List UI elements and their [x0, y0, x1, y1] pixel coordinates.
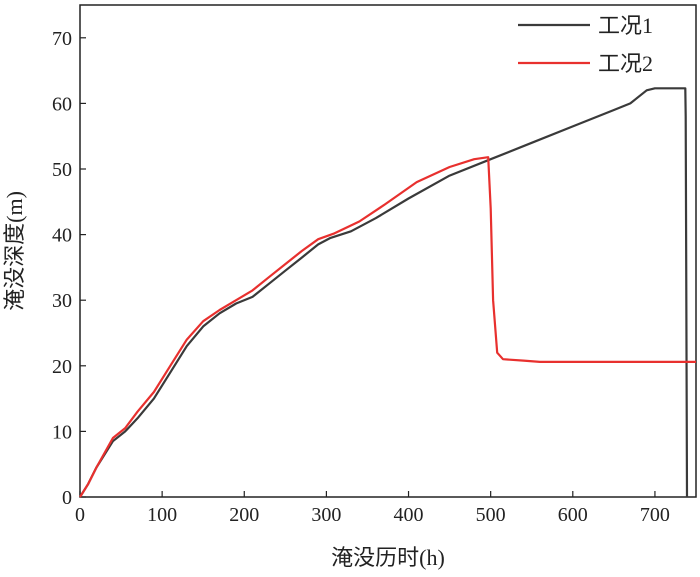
y-tick-label: 50	[52, 159, 72, 181]
x-tick-label: 700	[640, 504, 670, 526]
legend-label-1: 工况1	[598, 13, 653, 38]
axis-ticks: 0 100 200 300 400 500 600 700 0 10 20 30 40 50 60 70	[52, 28, 670, 526]
y-tick-label: 10	[52, 421, 72, 443]
legend: 工况1 工况2	[518, 13, 653, 76]
series-lines	[79, 87, 696, 498]
y-tick-label: 60	[52, 93, 72, 115]
y-axis-title: 淹没深度(m)	[2, 191, 27, 311]
x-tick-label: 300	[311, 504, 341, 526]
x-tick-label: 0	[75, 504, 85, 526]
x-tick-label: 100	[147, 504, 177, 526]
x-tick-label: 200	[229, 504, 259, 526]
x-axis-title: 淹没历时(h)	[331, 545, 445, 570]
series-line-1	[79, 87, 689, 498]
x-tick-label: 600	[558, 504, 588, 526]
y-tick-label: 0	[62, 487, 72, 509]
x-tick-label: 400	[394, 504, 424, 526]
series-line-2	[79, 156, 696, 498]
legend-label-2: 工况2	[598, 51, 653, 76]
y-tick-label: 30	[52, 290, 72, 312]
x-tick-label: 500	[476, 504, 506, 526]
y-tick-label: 20	[52, 356, 72, 378]
y-tick-label: 40	[52, 225, 72, 247]
plot-frame	[79, 4, 697, 498]
y-tick-label: 70	[52, 28, 72, 50]
